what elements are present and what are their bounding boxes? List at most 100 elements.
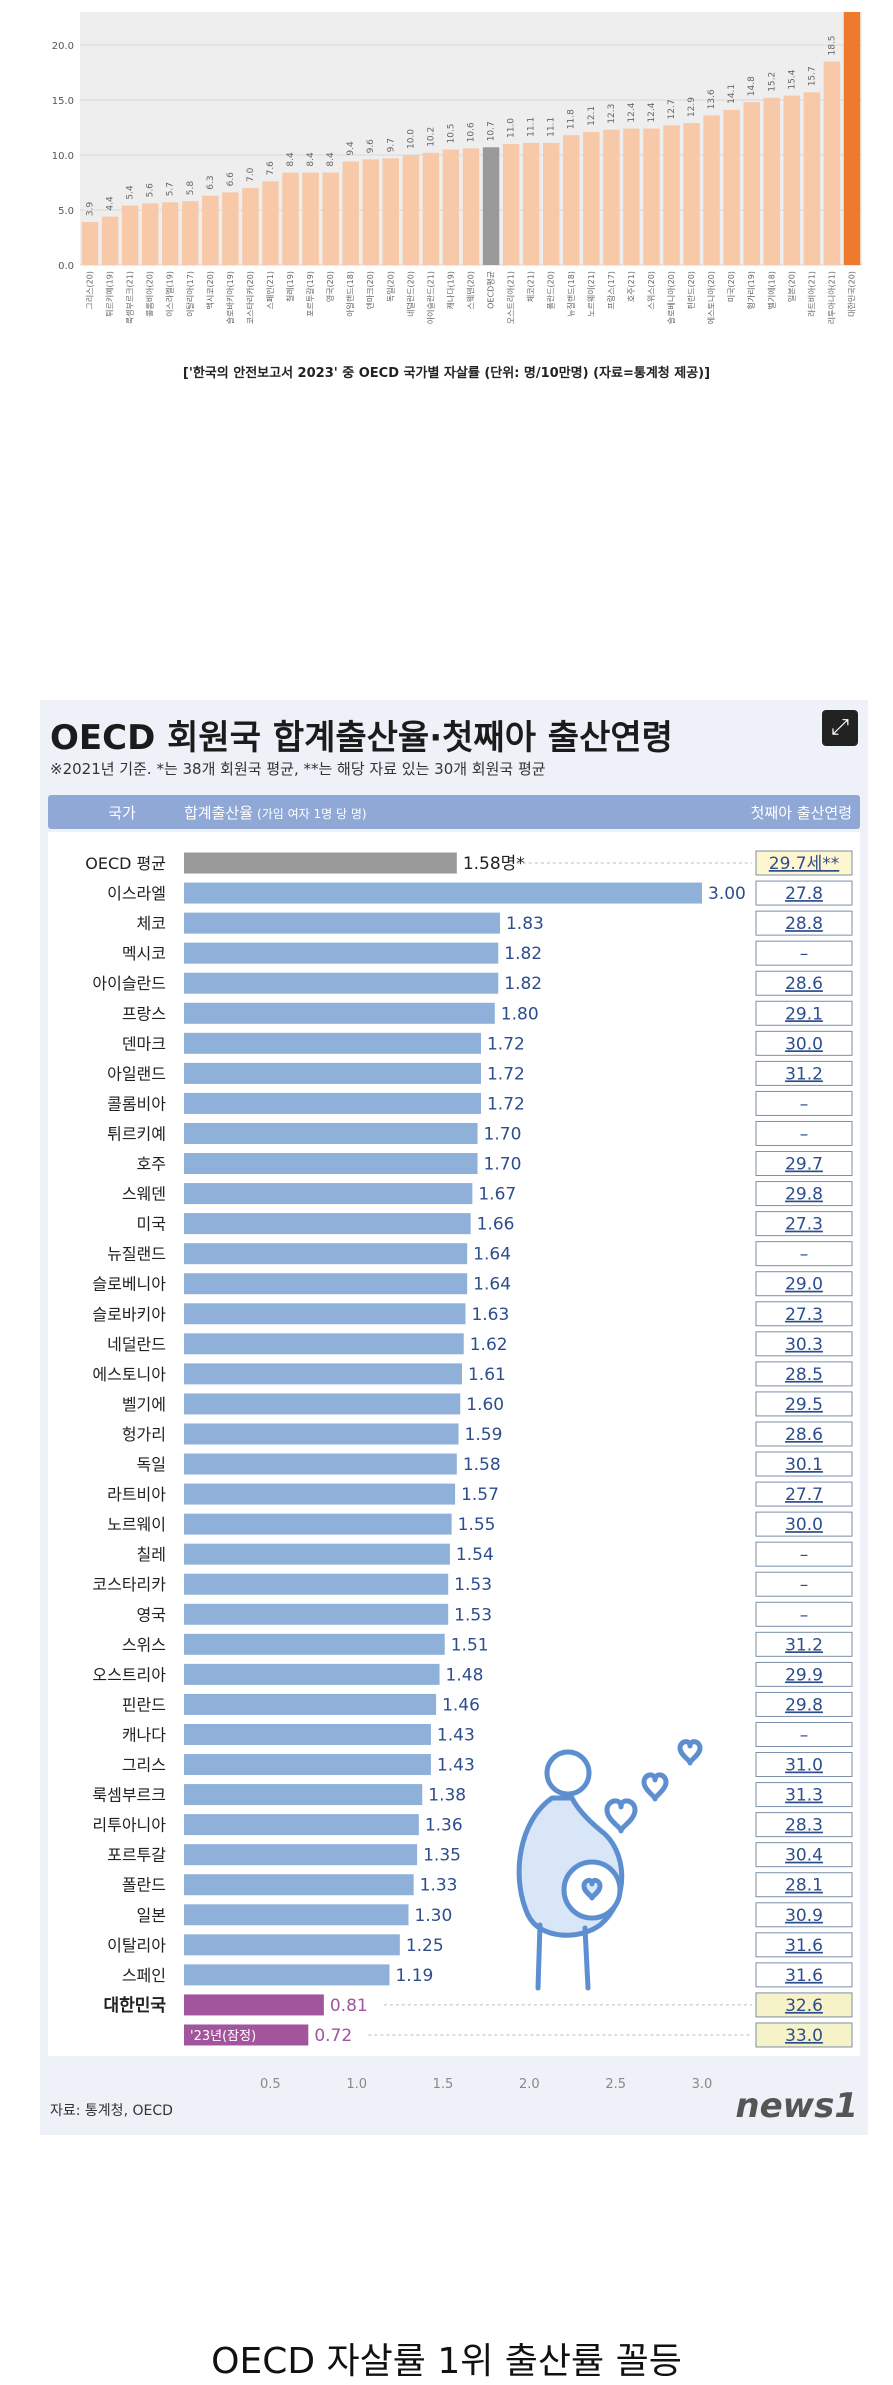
bar [184,1573,449,1595]
bar [663,125,680,265]
age-value: 27.3 [785,1215,823,1235]
data-label: 12.1 [587,106,597,126]
bar [184,1994,324,2016]
country-label: 아이슬란드 [92,974,166,993]
bar [184,1363,462,1385]
country-label: 프랑스 [122,1004,166,1023]
x-tick-label: 벨기에(18) [766,271,776,310]
bar [184,1153,478,1175]
age-value: 33.0 [785,2026,823,2046]
bar [262,181,279,265]
y-tick-label: 0.0 [58,261,74,272]
age-value: 31.2 [785,1064,823,1084]
data-label: 12.7 [667,99,677,119]
bar [643,128,660,265]
country-label: 오스트리아 [92,1665,166,1684]
x-tick-label: 독일(20) [386,271,395,302]
bar [184,1934,400,1956]
data-label: 1.60 [466,1395,504,1415]
bar [184,1874,414,1896]
age-box [755,1000,853,1026]
age-box [755,1661,853,1687]
age-box [755,970,853,996]
bar [563,135,580,265]
x-tick-label: 아이슬란드(21) [425,271,435,324]
age-value: 29.0 [785,1275,823,1295]
age-box [755,1872,853,1898]
data-label: 1.43 [437,1725,475,1745]
age-box [755,1902,853,1928]
data-label: 1.64 [473,1245,511,1265]
data-label: 15.7 [807,66,817,86]
suicide-chart-caption: ['한국의 안전보고서 2023' 중 OECD 국가별 자살률 (단위: 명/… [182,366,711,381]
x-tick-label: 덴마크(20) [366,271,375,310]
age-value: 29.9 [785,1665,823,1685]
bar [282,172,299,265]
data-label: 1.72 [487,1034,525,1054]
data-label: 1.72 [487,1064,525,1084]
age-box [755,1120,853,1146]
bar [184,972,499,994]
age-box [755,1361,853,1387]
legs-shape [535,1922,591,1991]
bar [462,148,480,265]
country-label: 영국 [137,1605,166,1624]
data-label: 1.70 [484,1124,522,1144]
age-value: – [800,1245,809,1265]
y-tick-label: 20.0 [52,41,74,52]
age-value: 29.5 [785,1395,823,1415]
data-label: 11.8 [567,109,577,129]
data-label: 1.46 [442,1695,480,1715]
age-box [755,1721,853,1747]
data-label: 10.2 [426,127,436,147]
age-box [755,850,853,876]
x-tick-label: 네덜란드(20) [405,271,415,317]
data-label: 8.4 [286,152,296,167]
bar [583,131,600,265]
age-value: – [800,1545,809,1565]
bar [542,142,560,265]
data-label: 18.5 [827,35,837,55]
x-tick-label: 칠레(19) [286,271,295,302]
age-value: – [800,1725,809,1745]
data-label: 1.36 [425,1816,463,1836]
bar [184,1393,461,1415]
data-label: 8.4 [326,152,336,167]
age-box [755,2022,853,2048]
bar [184,1333,464,1355]
data-label: 1.82 [504,974,542,994]
country-label: 캐나다 [122,1725,166,1744]
bar [184,1303,466,1325]
bar [184,1663,440,1685]
age-box [755,1481,853,1507]
bar [162,202,179,265]
country-label: 스위스 [122,1635,166,1654]
data-label: 1.48 [446,1665,484,1685]
x-tick-label: 프랑스(17) [606,271,616,310]
country-label: 이스라엘 [107,884,166,903]
data-label: 1.66 [477,1215,515,1235]
bar [743,102,760,265]
x-tick-label: 슬로바키아(19) [225,271,235,324]
expand-icon[interactable]: ⤢ [822,710,858,746]
data-label: 12.9 [687,97,697,117]
bar [823,61,841,265]
age-value: 28.6 [785,974,823,994]
country-label: 미국 [137,1215,166,1234]
data-label: 1.58 [463,1455,501,1475]
age-box [755,1301,853,1327]
bar [422,152,440,265]
x-tick-label: 리투아니아(21) [826,271,836,324]
bar [482,147,500,265]
data-label: 11.0 [507,118,517,138]
bar [184,1723,431,1745]
bar [502,144,520,265]
bar [723,109,740,266]
x-tick-label: 폴란드(20) [546,271,556,310]
age-box [755,1451,853,1477]
heart-icon [677,1739,703,1766]
age-value: 27.7 [785,1485,823,1505]
data-label: 1.55 [458,1515,496,1535]
header-age: 첫째아 출산연령 [751,804,852,822]
age-value: 30.4 [785,1846,823,1866]
